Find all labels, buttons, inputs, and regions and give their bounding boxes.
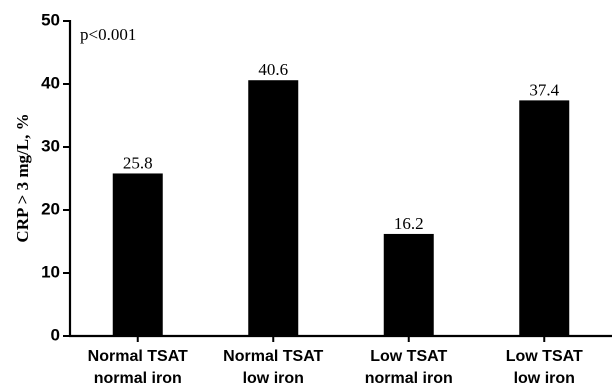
y-tick-label: 50: [41, 10, 60, 29]
bar: [112, 173, 163, 336]
x-tick-label: normal iron: [365, 370, 453, 387]
y-tick-label: 10: [41, 262, 60, 281]
data-label: 37.4: [529, 80, 559, 99]
data-label: 25.8: [123, 153, 153, 172]
y-tick-label: 30: [41, 136, 60, 155]
x-tick-label: low iron: [514, 370, 575, 387]
x-tick-label: Normal TSAT: [223, 348, 323, 365]
x-tick-label: Normal TSAT: [88, 348, 188, 365]
data-label: 40.6: [258, 60, 288, 79]
bar: [248, 80, 299, 336]
y-tick-label: 40: [41, 73, 60, 92]
bar: [519, 100, 570, 336]
x-tick-label: Low TSAT: [506, 348, 583, 365]
p-value-annotation: p<0.001: [80, 25, 136, 44]
y-tick-label: 20: [41, 199, 60, 218]
x-tick-label: low iron: [243, 370, 304, 387]
data-label: 16.2: [394, 214, 424, 233]
x-tick-label: Low TSAT: [370, 348, 447, 365]
x-tick-label: normal iron: [94, 370, 182, 387]
plot-area: 0 10 20 30 40 50 25.8 Normal TSAT normal iron 40.…: [41, 10, 612, 387]
y-tick-label: 0: [51, 325, 60, 344]
y-axis-label: CRP > 3 mg/L, %: [13, 113, 32, 242]
bar: [383, 233, 434, 336]
